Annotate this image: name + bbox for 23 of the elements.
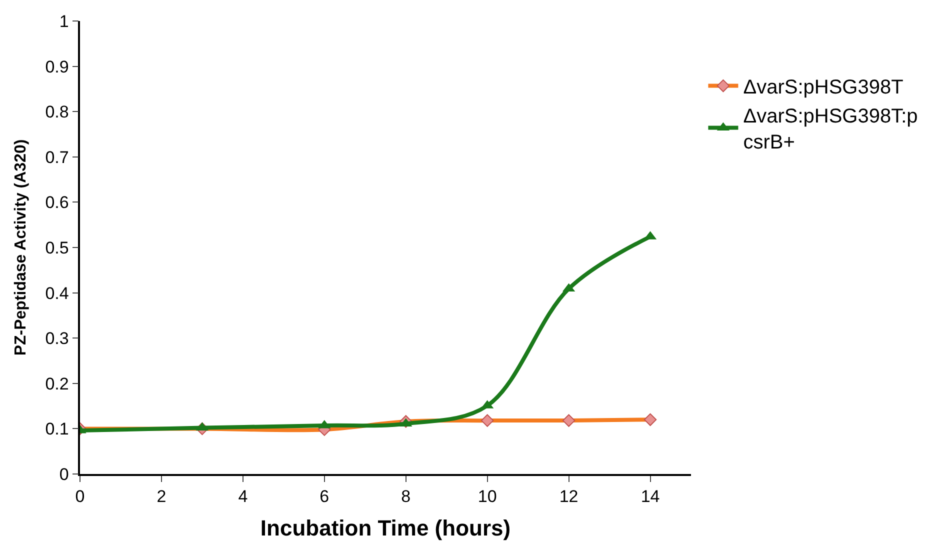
legend-label: ΔvarS:pHSG398T:pcsrB+ [743,106,918,154]
y-tick-label: 0.4 [45,284,69,303]
y-tick-label: 0.9 [45,57,69,76]
x-tick-label: 4 [238,487,248,506]
x-tick-label: 2 [156,487,166,506]
x-tick-label: 6 [320,487,330,506]
y-tick-label: 0.3 [45,329,69,348]
y-axis-title: PZ-Peptidase Activity (A320) [12,139,30,356]
y-tick-label: 0.5 [45,238,69,258]
legend-label: ΔvarS:pHSG398T [743,76,904,99]
x-tick-label: 8 [401,487,411,506]
x-tick-label: 14 [640,487,660,506]
x-tick-label: 12 [559,487,578,506]
y-tick-label: 1 [59,12,69,31]
y-tick-label: 0.7 [45,148,69,167]
x-tick-label: 0 [75,487,85,506]
x-tick-label: 10 [478,487,497,506]
y-tick-label: 0.6 [45,193,69,212]
y-tick-label: 0 [59,464,69,484]
y-tick-label: 0.8 [45,102,69,122]
y-tick-label: 0.1 [45,420,69,439]
y-tick-label: 0.2 [45,374,69,394]
x-axis-title: Incubation Time (hours) [260,516,511,541]
